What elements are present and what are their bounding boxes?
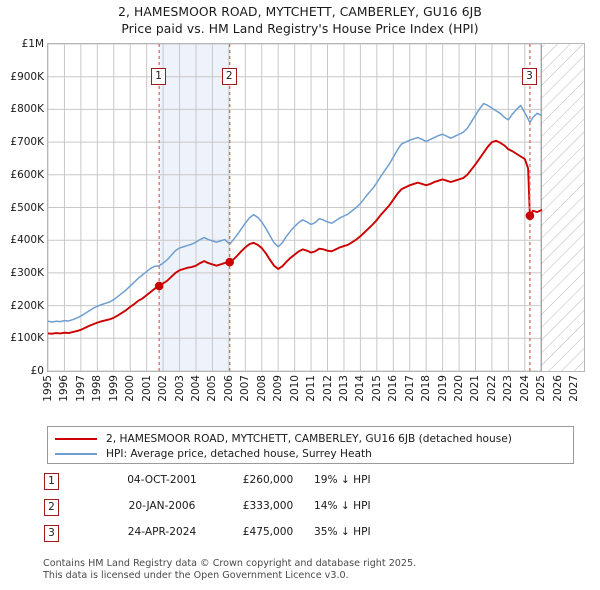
legend-label: 2, HAMESMOOR ROAD, MYTCHETT, CAMBERLEY, …: [106, 432, 512, 445]
x-tick-label: 2018: [420, 375, 433, 402]
transaction-price: £475,000: [242, 526, 294, 538]
y-tick-label: £800K: [10, 103, 44, 116]
footer-line-1: Contains HM Land Registry data © Crown c…: [43, 558, 417, 569]
x-tick-label: 1995: [42, 375, 54, 402]
x-tick-label: 1999: [107, 375, 120, 402]
transaction-date: 24-APR-2024: [127, 526, 197, 538]
x-tick-label: 2015: [370, 375, 383, 402]
transaction-price: £333,000: [242, 500, 294, 512]
x-tick-label: 2026: [551, 375, 564, 402]
y-tick-label: £100K: [10, 332, 44, 345]
x-tick-label: 2027: [568, 375, 581, 402]
x-tick-label: 1998: [91, 375, 104, 402]
x-tick-label: 2022: [485, 375, 498, 402]
transaction-badge[interactable]: 1: [44, 473, 59, 490]
page-title: 2, HAMESMOOR ROAD, MYTCHETT, CAMBERLEY, …: [0, 4, 600, 38]
y-tick-label: £1M: [21, 38, 44, 50]
y-tick-label: £400K: [10, 234, 44, 247]
y-tick-label: £500K: [10, 201, 44, 214]
transaction-date: 04-OCT-2001: [127, 474, 197, 486]
y-axis-labels: £0 £100K £200K £300K £400K £500K £600K £700K £80…: [0, 38, 44, 377]
x-tick-label: 2021: [469, 375, 482, 402]
x-tick-label: 2002: [157, 375, 170, 402]
x-tick-label: 2011: [305, 375, 318, 402]
transaction-row[interactable]: 1 04-OCT-2001 £260,000 19% ↓ HPI: [44, 472, 464, 498]
legend-item-0[interactable]: 2, HAMESMOOR ROAD, MYTCHETT, CAMBERLEY, …: [55, 431, 566, 446]
transaction-date: 20-JAN-2006: [128, 500, 196, 512]
x-tick-label: 2020: [453, 375, 466, 402]
x-tick-label: 2010: [288, 375, 301, 402]
x-tick-label: 2023: [502, 375, 515, 402]
chart-svg: [48, 44, 584, 371]
x-axis-labels: 1995 1996 1997 1998 1999 2000 2001 2002 2003 2004…: [42, 375, 585, 419]
transaction-hpi-delta: 35% ↓ HPI: [314, 526, 371, 538]
x-tick-label: 1997: [74, 375, 87, 402]
x-tick-label: 2008: [255, 375, 268, 402]
y-tick-label: £0: [30, 365, 44, 377]
y-tick-label: £200K: [10, 299, 44, 312]
chart-marker-3[interactable]: 3: [521, 67, 537, 85]
x-tick-label: 2003: [173, 375, 186, 402]
x-tick-label: 2009: [272, 375, 285, 402]
y-tick-label: £700K: [10, 136, 44, 149]
transaction-row[interactable]: 3 24-APR-2024 £475,000 35% ↓ HPI: [44, 524, 464, 550]
x-tick-label: 2024: [518, 375, 531, 402]
transaction-badge[interactable]: 3: [44, 525, 59, 542]
x-tick-label: 2004: [189, 375, 202, 402]
transaction-hpi-delta: 14% ↓ HPI: [314, 500, 371, 512]
footer-attribution: Contains HM Land Registry data © Crown c…: [43, 558, 583, 581]
legend-color-swatch: [55, 437, 97, 440]
chart-marker-1[interactable]: 1: [151, 67, 167, 85]
transaction-price: £260,000: [242, 474, 294, 486]
transaction-badge[interactable]: 2: [44, 499, 59, 516]
y-tick-label: £600K: [10, 168, 44, 181]
chart-plot-area: 1 2 3: [47, 43, 585, 372]
transactions-table: 1 04-OCT-2001 £260,000 19% ↓ HPI 2 20-JAN-200…: [44, 472, 464, 550]
y-tick-label: £300K: [10, 266, 44, 279]
x-tick-label: 2001: [140, 375, 153, 402]
x-tick-label: 2014: [354, 375, 367, 402]
legend-label: HPI: Average price, detached house, Surr…: [106, 447, 372, 460]
legend-item-1[interactable]: HPI: Average price, detached house, Surr…: [55, 446, 566, 461]
plot-canvas: [47, 43, 585, 372]
footer-line-2: This data is licensed under the Open Gov…: [43, 569, 349, 581]
x-tick-label: 2006: [222, 375, 235, 402]
title-line-2: Price paid vs. HM Land Registry's House …: [121, 22, 479, 36]
x-tick-label: 2025: [535, 375, 548, 402]
x-tick-label: 2016: [387, 375, 400, 402]
chart-marker-2[interactable]: 2: [221, 67, 237, 85]
x-tick-label: 2007: [239, 375, 252, 402]
x-tick-label: 2000: [124, 375, 137, 402]
y-tick-label: £900K: [10, 70, 44, 83]
transaction-row[interactable]: 2 20-JAN-2006 £333,000 14% ↓ HPI: [44, 498, 464, 524]
x-tick-label: 2012: [321, 375, 334, 402]
x-tick-label: 2005: [206, 375, 219, 402]
x-tick-label: 2017: [403, 375, 416, 402]
legend-color-swatch: [55, 452, 97, 455]
x-tick-label: 1996: [58, 375, 71, 402]
title-line-1: 2, HAMESMOOR ROAD, MYTCHETT, CAMBERLEY, …: [118, 5, 482, 19]
x-tick-label: 2013: [337, 375, 350, 402]
chart-legend: 2, HAMESMOOR ROAD, MYTCHETT, CAMBERLEY, …: [47, 426, 574, 464]
x-tick-label: 2019: [436, 375, 449, 402]
transaction-hpi-delta: 19% ↓ HPI: [314, 474, 371, 486]
